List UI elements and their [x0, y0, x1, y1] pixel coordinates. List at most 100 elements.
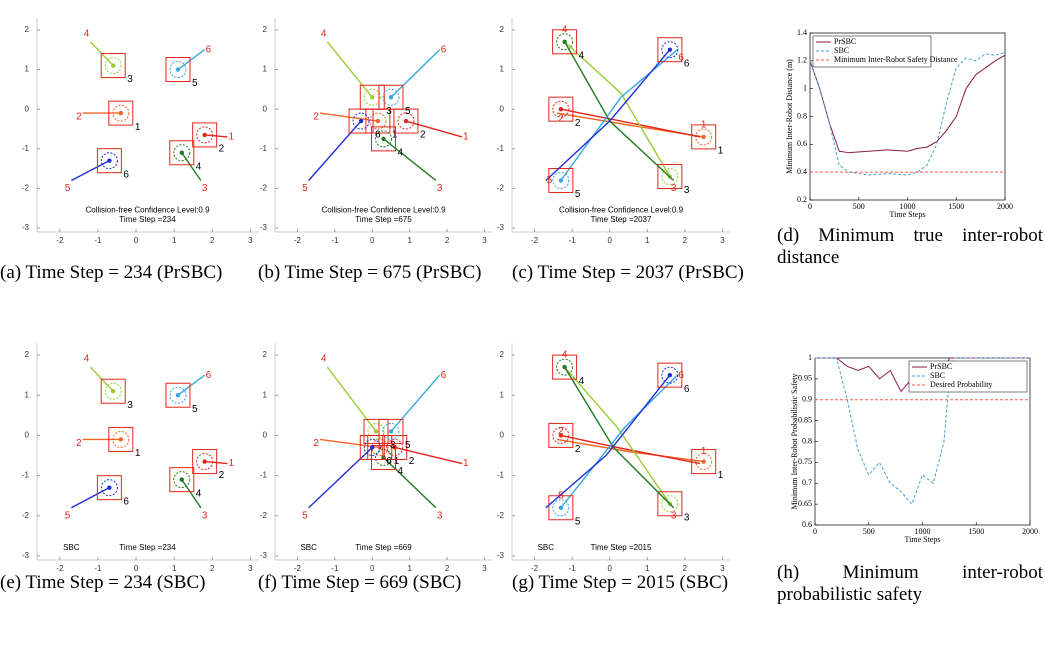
robot [173, 144, 191, 162]
robot-label: 5 [192, 78, 198, 89]
annotation: Time Step =675 [355, 215, 412, 224]
robot [375, 130, 392, 148]
robot-center [388, 95, 394, 100]
x-tick-label: 0 [370, 564, 375, 573]
robot-center [175, 67, 181, 72]
robot-box [371, 445, 396, 471]
robot-box [165, 382, 191, 408]
trajectory [560, 374, 678, 509]
robot [375, 449, 392, 467]
robot [196, 453, 214, 471]
goal-label: 6 [441, 44, 447, 55]
x-tick-label: -2 [294, 564, 302, 573]
robot-center [111, 63, 116, 68]
y-tick-label: 2 [500, 25, 505, 34]
goal-label: 1 [463, 132, 469, 143]
robot-center [667, 372, 673, 378]
legend-label: SBC [930, 371, 945, 380]
robot-box [96, 148, 122, 174]
trajectory [181, 479, 202, 509]
y-tick-label: -3 [260, 223, 268, 232]
x-tick-label: 1 [172, 564, 177, 573]
annotation: Time Step =2015 [591, 543, 652, 552]
goal-label: 3 [437, 510, 443, 521]
robot [556, 33, 574, 51]
robot-label: 1 [135, 448, 141, 459]
y-tick-label: 0 [25, 431, 30, 440]
robot [556, 358, 574, 376]
goal-label: 2 [558, 114, 564, 125]
y-tick-label: -1 [22, 471, 30, 480]
y-tick-label: -2 [22, 184, 30, 193]
robot-label: 3 [386, 106, 392, 117]
robot-label: 2 [219, 144, 225, 155]
goal-label: 4 [321, 354, 327, 365]
robot-box [108, 100, 134, 126]
x-tick-label: 1 [172, 236, 177, 245]
robot-box [363, 418, 389, 444]
goal-label: 4 [84, 354, 90, 365]
robot-label: 1 [135, 122, 141, 133]
robot [661, 41, 679, 59]
x-tick-label: 0 [134, 236, 139, 245]
y-tick-label: 1 [25, 65, 30, 74]
robot-label: 1 [718, 470, 724, 481]
y-tick-label: 1 [808, 353, 812, 362]
goal-label: 3 [437, 183, 443, 194]
goal-label: 3 [202, 510, 208, 521]
robot-center [562, 39, 567, 44]
robot-center [202, 459, 207, 464]
robot-box [657, 37, 683, 63]
robot-center [202, 132, 207, 138]
robot-box [169, 467, 195, 493]
robot [367, 422, 385, 440]
robot [552, 171, 570, 189]
caption: (a) Time Step = 234 (PrSBC) [0, 262, 223, 283]
goal-label: 1 [463, 458, 469, 469]
y-axis-label: Minimum Inter-Robot Distance (m) [785, 59, 794, 174]
x-tick-label: 0 [808, 202, 812, 211]
trajectory [564, 41, 675, 181]
robot-box [382, 434, 408, 460]
robot [169, 61, 187, 79]
y-tick-label: -3 [22, 551, 30, 560]
robot-label: 4 [398, 148, 404, 159]
x-tick-label: -2 [294, 236, 302, 245]
y-tick-label: -2 [497, 511, 505, 520]
y-tick-label: -1 [497, 144, 505, 153]
robot-box [96, 475, 122, 501]
robot-center [179, 150, 184, 155]
y-tick-label: 1 [263, 65, 268, 74]
robot-label: 5 [575, 516, 581, 527]
robot-label: 2 [575, 118, 581, 129]
trajectory [383, 138, 437, 182]
trajectory [326, 366, 377, 432]
y-tick-label: 0 [500, 431, 505, 440]
robot [112, 430, 130, 448]
robot-box [165, 57, 191, 83]
y-tick-label: -2 [22, 511, 30, 520]
x-tick-label: 3 [482, 564, 487, 573]
robot-label: 1 [394, 456, 400, 467]
goal-label: 3 [671, 510, 677, 521]
robot-center [118, 437, 124, 442]
goal-label: 5 [65, 183, 71, 194]
x-tick-label: 1 [645, 236, 650, 245]
robot-box [378, 418, 404, 444]
robot [661, 495, 679, 513]
caption: (h) Minimum inter-robot probabilistic sa… [777, 562, 1043, 605]
robot [369, 112, 387, 130]
x-tick-label: 1 [645, 564, 650, 573]
x-tick-label: 1500 [968, 527, 984, 536]
x-tick-label: 0 [607, 236, 612, 245]
robot-label: 3 [127, 74, 133, 85]
annotation: SBC [538, 543, 555, 552]
robot-center [403, 118, 409, 124]
y-tick-label: -1 [497, 471, 505, 480]
robot-label: 6 [386, 456, 392, 467]
robot [112, 104, 130, 122]
trajectory [545, 49, 671, 181]
trajectory [560, 108, 701, 138]
trajectory [308, 120, 362, 181]
trajectory [564, 366, 675, 509]
